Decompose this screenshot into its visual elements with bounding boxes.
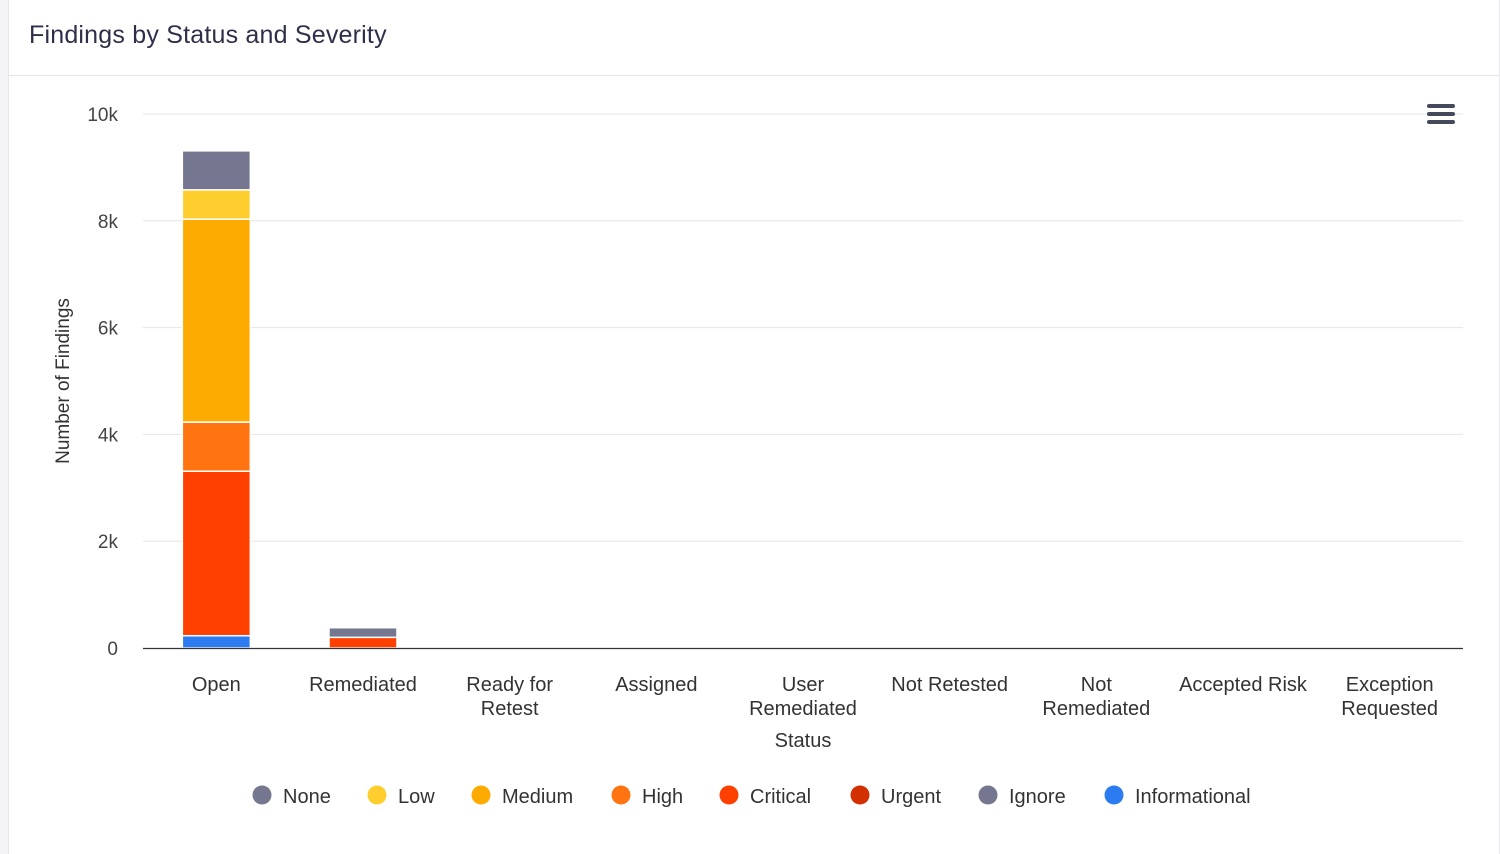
bar-segment [328,626,398,639]
x-tick-label: Ready for [466,674,553,696]
y-tick-label: 4k [98,425,119,446]
y-tick-label: 0 [107,639,118,660]
bar-segment [328,636,398,649]
legend-marker [367,785,387,805]
legend-marker [978,785,998,805]
legend-label: Informational [1135,786,1251,808]
chart-card: Findings by Status and Severity 0 2k 4k 6k 8… [8,0,1500,854]
legend-marker [471,785,491,805]
x-tick-label: Exception [1346,674,1434,696]
x-tick-label: Remediated [749,698,857,720]
legend-marker [611,785,631,805]
x-tick-label: Not Retested [891,674,1008,696]
x-tick-label: User [782,674,825,696]
x-tick-label: Not [1081,674,1113,696]
legend-marker [1104,785,1124,805]
x-tick-label: Accepted Risk [1179,674,1308,696]
hamburger-menu-icon[interactable] [1421,98,1461,130]
legend-marker [252,785,272,805]
y-tick-label: 2k [98,532,119,553]
legend-label: None [283,786,331,808]
bar-segment [181,470,252,637]
y-tick-label: 6k [98,319,119,340]
x-tick-label: Remediated [309,674,417,696]
y-axis-title: Number of Findings [53,298,74,464]
bar-segment [181,150,252,191]
y-tick-label: 8k [98,212,119,233]
card-title: Findings by Status and Severity [29,21,387,49]
bar-segment [181,218,252,423]
card-header: Findings by Status and Severity [9,0,1499,76]
x-tick-label: Requested [1341,698,1438,720]
x-tick-label: Retest [481,698,539,720]
bar-segment [181,189,252,220]
legend-label: Ignore [1009,786,1066,808]
legend-label: Urgent [881,786,941,808]
x-tick-label: Remediated [1042,698,1150,720]
stacked-bar-chart: 0 2k 4k 6k 8k 10k Number of Findings Open Remedi… [53,105,1463,808]
bar-segment [181,634,252,649]
legend-label: Low [398,786,435,808]
x-axis-title: Status [775,730,832,752]
legend-marker [850,785,870,805]
x-tick-label: Assigned [615,674,697,696]
x-tick-label: Open [192,674,241,696]
y-tick-label: 10k [87,105,118,126]
bar-segment [181,421,252,472]
legend-label: Critical [750,786,811,808]
legend-label: Medium [502,786,573,808]
legend-label: High [642,786,683,808]
legend-marker [719,785,739,805]
